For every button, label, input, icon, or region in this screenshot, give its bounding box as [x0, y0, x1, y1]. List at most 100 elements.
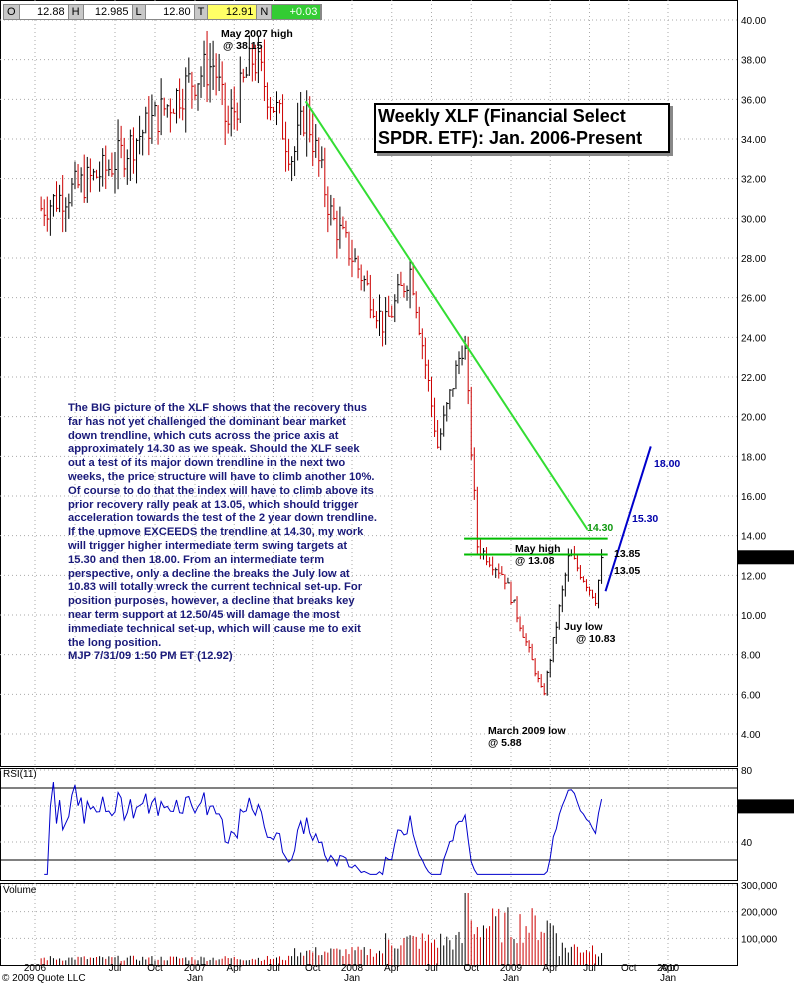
y-tick-label: 28.00: [741, 254, 766, 265]
ohlc-readout: O 12.88 H 12.985 L 12.80 T 12.91 N +0.03: [3, 4, 323, 20]
target-15-30: 15.30: [632, 513, 659, 525]
rsi-title: RSI(11): [3, 769, 37, 780]
level-13-85: 13.85: [614, 548, 641, 560]
rsi-line: [44, 781, 603, 876]
annotation-line: @ 5.88: [488, 737, 522, 749]
volume-title: Volume: [3, 885, 37, 896]
title-line-2: SPDR. ETF): Jan. 2006-Present: [378, 128, 643, 148]
x-tick-label: 2006: [24, 963, 47, 974]
y-tick-label: 10.00: [741, 611, 766, 622]
x-tick-label: Jul: [267, 963, 280, 974]
y-tick-label: 6.00: [741, 690, 761, 701]
x-tick-label: Oct: [621, 963, 637, 974]
annotation-may-high: May high @ 13.08: [515, 543, 561, 567]
annotation-july-low: Juy low @ 10.83: [564, 621, 615, 645]
x-tick-label: Apr: [384, 963, 400, 974]
y-tick-label: 8.00: [741, 651, 761, 662]
x-tick-label: 2010: [657, 963, 680, 974]
open-label: O: [4, 5, 20, 19]
x-sub-label: Jan: [503, 973, 519, 983]
x-tick-label: 2007: [184, 963, 207, 974]
panel-frame: [0, 883, 738, 966]
open-value: 12.88: [19, 5, 69, 19]
volume-panel: 300,000 200,000 100,000 Volume: [0, 881, 778, 965]
chart-lines: 12.91: [304, 100, 794, 592]
level-13-05: 13.05: [614, 565, 641, 577]
annotation-march-2009-low: March 2009 low @ 5.88: [488, 725, 566, 749]
projection-line: [604, 446, 652, 592]
low-value: 12.80: [145, 5, 195, 19]
annotation-may-2007-high: May 2007 high @ 38.15: [221, 28, 293, 52]
y-tick-label: 4.00: [741, 730, 761, 741]
y-tick-label: 26.00: [741, 294, 766, 305]
y-tick-label: 36.00: [741, 95, 766, 106]
rsi-last-tag: [738, 799, 794, 814]
axis-layer: 40.00 38.00 36.00 34.00 32.00 30.00 28.00 26.00…: [741, 16, 766, 741]
y-tick-label: 32.00: [741, 175, 766, 186]
annotation-line: @ 10.83: [576, 633, 616, 645]
rsi-last-label: 59.79: [741, 802, 766, 813]
y-tick-label: 34.00: [741, 135, 766, 146]
commentary-text: The BIG picture of the XLF shows that th…: [68, 402, 378, 664]
x-sub-label: Jan: [187, 973, 203, 983]
target-14-30: 14.30: [587, 522, 614, 534]
panel-frame: [0, 0, 738, 767]
rsi-tick-label: 40: [741, 838, 753, 849]
y-tick-label: 20.00: [741, 413, 766, 424]
y-tick-label: 18.00: [741, 452, 766, 463]
y-tick-label: 24.00: [741, 333, 766, 344]
x-tick-label: Apr: [660, 963, 676, 974]
x-tick-label: Jul: [425, 963, 438, 974]
y-tick-label: 40.00: [741, 16, 766, 27]
x-sub-label: Jan: [344, 973, 360, 983]
chart-title: Weekly XLF (Financial Select SPDR. ETF):…: [374, 103, 670, 153]
y-tick-label: 16.00: [741, 492, 766, 503]
copyright-footer: © 2009 Quote LLC: [2, 973, 86, 983]
commentary-signature: MJP 7/31/09 1:50 PM ET (12.92): [68, 650, 233, 663]
x-sub-label: Jan: [660, 973, 676, 983]
high-value: 12.985: [83, 5, 133, 19]
y-tick-label: 22.00: [741, 373, 766, 384]
volume-tick-label: 300,000: [741, 881, 778, 892]
target-18-00: 18.00: [654, 458, 681, 470]
rsi-tick-label: 80: [741, 766, 753, 777]
net-change-value: +0.03: [272, 5, 322, 19]
annotation-line: @ 13.08: [515, 555, 555, 567]
low-label: L: [132, 5, 146, 19]
x-tick-label: Oct: [305, 963, 321, 974]
x-tick-label: Apr: [542, 963, 558, 974]
volume-tick-label: 200,000: [741, 908, 778, 919]
last-value: 12.91: [208, 5, 258, 19]
volume-tick-label: 100,000: [741, 934, 778, 945]
commentary-body: The BIG picture of the XLF shows that th…: [68, 402, 377, 649]
last-label: T: [194, 5, 209, 19]
x-tick-label: Oct: [463, 963, 479, 974]
annotation-line: Juy low: [564, 621, 603, 633]
x-tick-label: Jul: [583, 963, 596, 974]
x-tick-label: Apr: [226, 963, 242, 974]
title-line-1: Weekly XLF (Financial Select: [378, 106, 626, 126]
y-tick-label: 30.00: [741, 214, 766, 225]
annotation-line: May high: [515, 543, 561, 555]
y-tick-label: 14.00: [741, 532, 766, 543]
annotation-line: March 2009 low: [488, 725, 566, 737]
bear-trendline: [304, 100, 589, 531]
x-tick-label: 2009: [500, 963, 523, 974]
y-tick-label: 38.00: [741, 56, 766, 67]
high-label: H: [68, 5, 84, 19]
price-bars: [40, 30, 604, 696]
last-price-tag: [738, 550, 794, 565]
panel-frame: [0, 768, 738, 881]
annotation-line: @ 38.15: [223, 40, 263, 52]
x-tick-label: Jul: [109, 963, 122, 974]
annotation-line: May 2007 high: [221, 28, 293, 40]
x-tick-label: 2008: [341, 963, 364, 974]
x-tick-label: Oct: [147, 963, 163, 974]
net-label: N: [257, 5, 273, 19]
y-tick-label: 12.00: [741, 571, 766, 582]
